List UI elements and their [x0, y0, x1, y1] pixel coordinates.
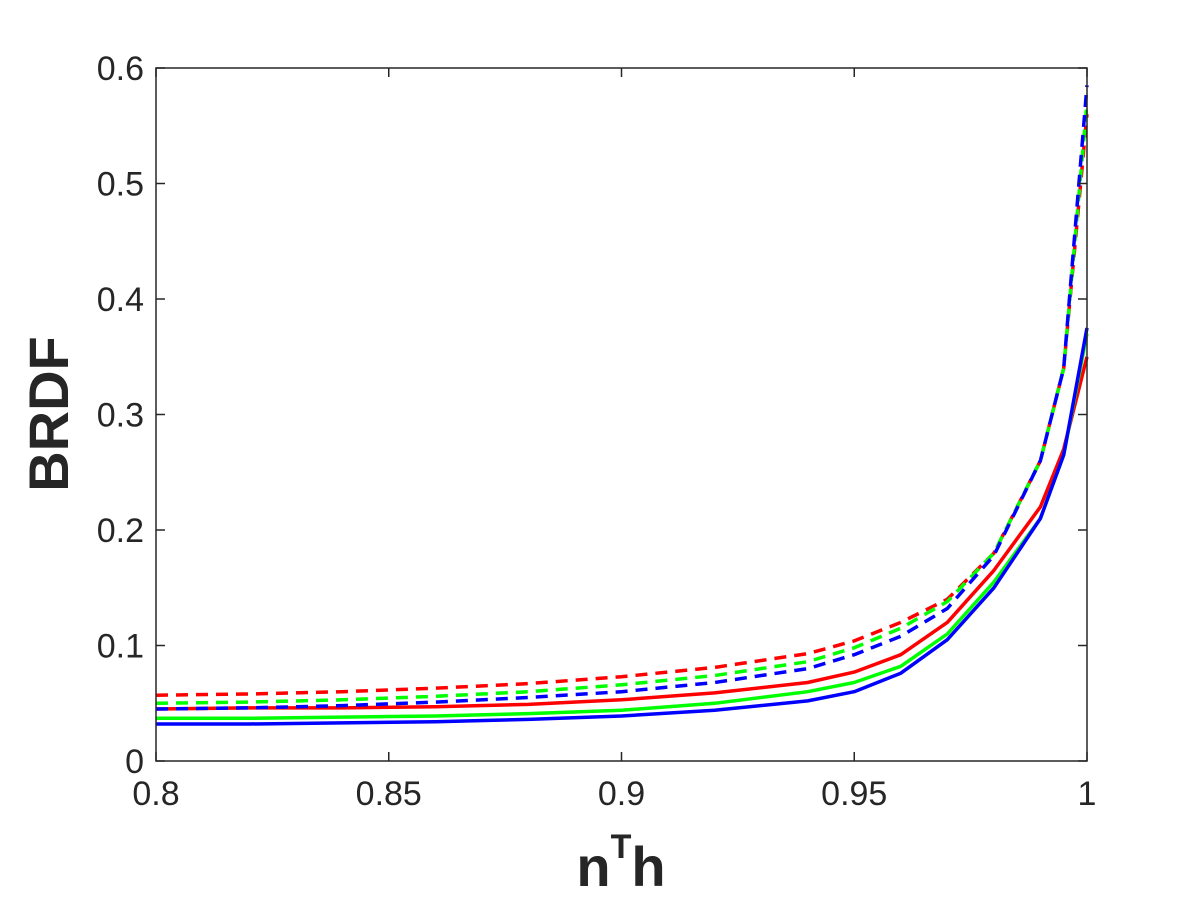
series-line-solid-2 [156, 327, 1089, 726]
x-axis-title: nTh [576, 828, 665, 898]
y-tick-label: 0.6 [97, 50, 144, 88]
series-layer [155, 85, 1089, 726]
y-axis-title: BRDF [17, 336, 80, 492]
series-line-dashed-5 [155, 85, 1089, 711]
x-tick-label: 0.8 [132, 775, 179, 813]
ticks-layer [155, 67, 1088, 762]
y-tick-label: 0.5 [97, 166, 144, 204]
series-line-solid-0 [155, 356, 1089, 711]
tick-labels-layer: 0.8 0.85 0.9 0.95 1 0 0.1 0.2 0.3 0.4 0.5 0.6 [97, 50, 1097, 813]
y-tick-label: 0.4 [97, 281, 144, 319]
x-tick-label: 0.95 [821, 775, 887, 813]
x-axis-title-base: n [576, 835, 610, 898]
y-tick-label: 0.1 [97, 628, 144, 666]
x-axis-title-tail: h [631, 835, 665, 898]
x-axis-title-sup: T [611, 828, 632, 866]
x-tick-label: 0.85 [356, 775, 422, 813]
y-tick-label: 0.2 [97, 512, 144, 550]
y-tick-label: 0 [125, 743, 144, 781]
x-tick-label: 0.9 [598, 775, 645, 813]
y-tick-label: 0.3 [97, 397, 144, 435]
x-tick-label: 1 [1078, 775, 1097, 813]
